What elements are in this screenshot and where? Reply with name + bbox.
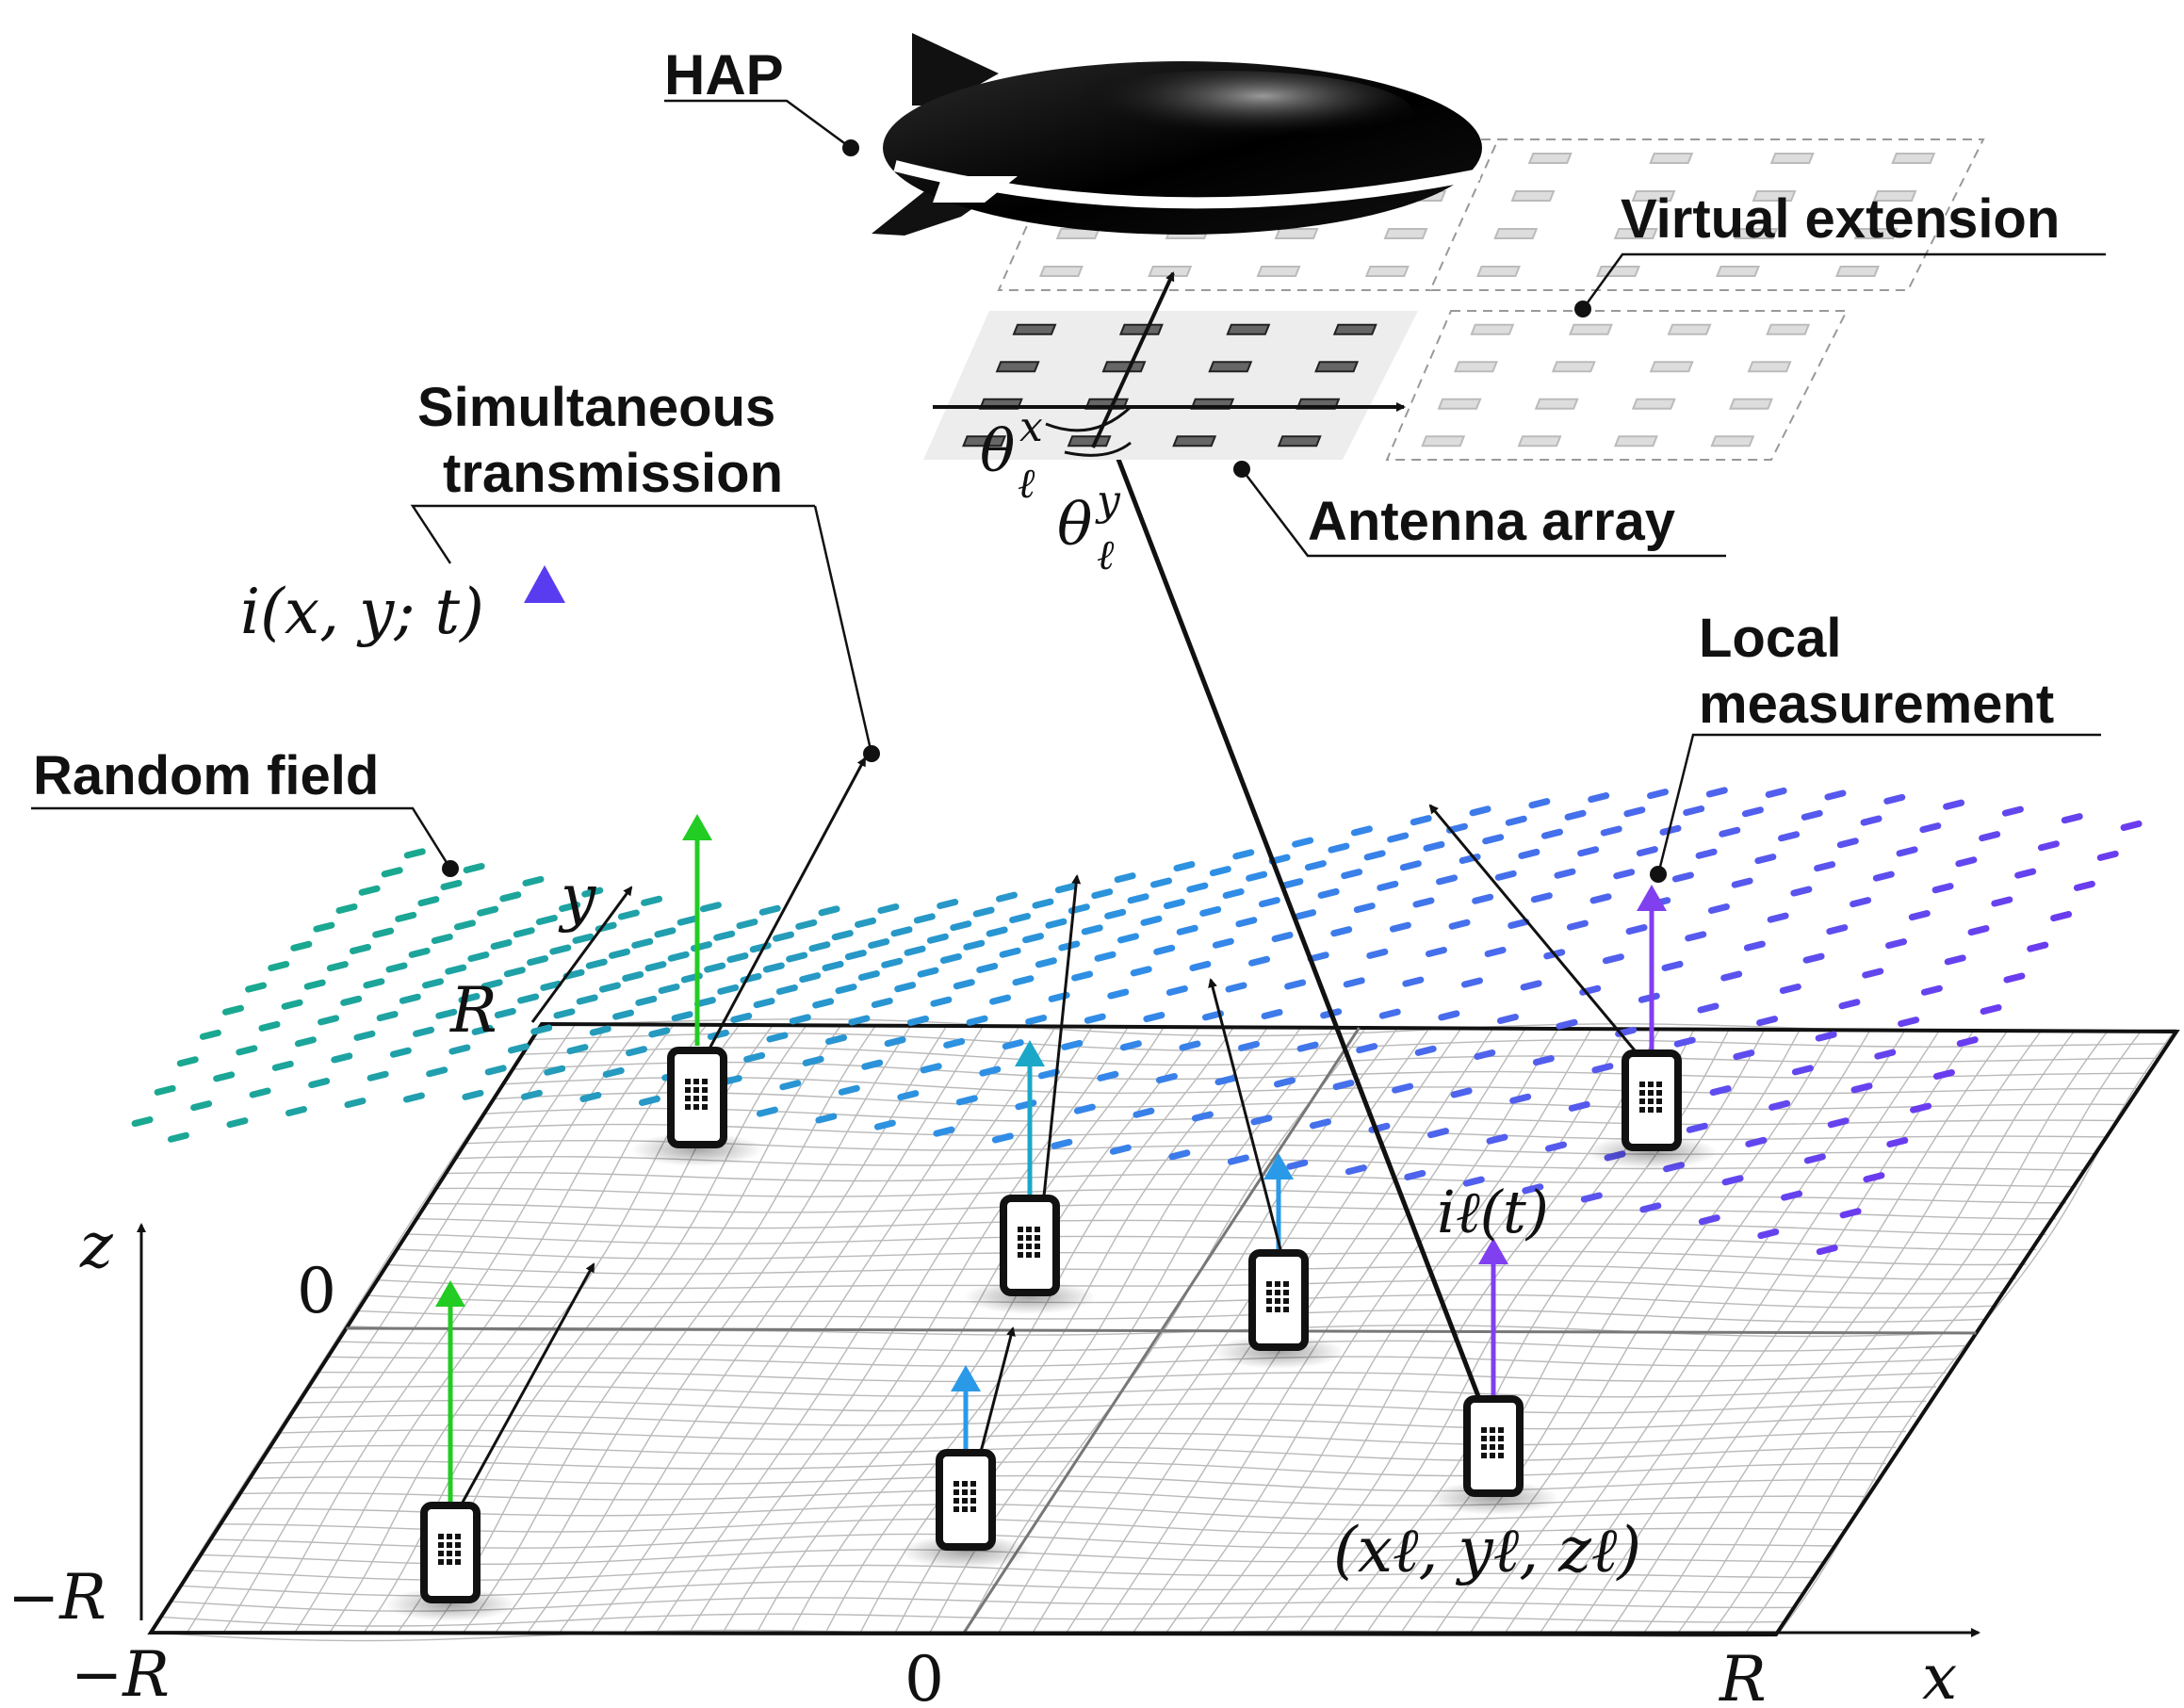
transmission-arrows	[435, 404, 1667, 1508]
virtual-extension-label: Virtual extension	[1621, 188, 2060, 250]
callout-leaders	[31, 99, 2106, 883]
svg-text:y: y	[1095, 477, 1121, 525]
x-axis-label: x	[1922, 1641, 1957, 1708]
y-axis	[530, 886, 633, 1023]
phone-icon	[631, 1047, 763, 1166]
y-min-label: −R	[8, 1561, 106, 1634]
y-max-label: R	[449, 974, 497, 1047]
z-axis-label: z	[79, 1210, 114, 1282]
svg-text:ℓ: ℓ	[1018, 460, 1035, 508]
x-max-label: R	[1719, 1643, 1767, 1708]
coordinate-axes	[137, 886, 1980, 1637]
local-intensity-label: iℓ(t)	[1437, 1178, 1549, 1246]
measurement-label: measurement	[1699, 674, 2054, 735]
svg-text:ℓ: ℓ	[1097, 531, 1115, 579]
svg-text:θ: θ	[1057, 490, 1092, 559]
hap-label: HAP	[664, 43, 784, 106]
antenna-array-label: Antenna array	[1308, 491, 1675, 552]
phone-icon	[1427, 1395, 1559, 1515]
position-label: (xℓ, yℓ, zℓ)	[1333, 1514, 1641, 1586]
local-label: Local	[1699, 608, 1842, 669]
simultaneous-label: Simultaneous	[417, 377, 775, 438]
svg-text:x: x	[1019, 403, 1043, 451]
y-axis-label: y	[558, 861, 596, 934]
x-mid-label: 0	[905, 1643, 944, 1708]
svg-text:θ: θ	[980, 416, 1015, 485]
steering-angles	[1045, 405, 1133, 457]
transmission-label: transmission	[443, 443, 783, 504]
text-labels: HAP Virtual extension Simultaneous trans…	[8, 43, 2060, 1708]
phone-icon	[384, 1502, 516, 1621]
intensity-arrow	[524, 565, 565, 1029]
user-devices	[384, 1047, 1718, 1621]
hap-airship-icon	[872, 33, 1482, 236]
phone-icon	[1213, 1249, 1345, 1369]
phone-icon	[964, 1195, 1096, 1314]
phone-icon	[900, 1449, 1032, 1569]
random-field-label: Random field	[33, 745, 379, 806]
phone-icon	[1586, 1049, 1718, 1169]
intensity-label: i(x, y; t)	[240, 576, 484, 648]
y-mid-label: 0	[297, 1255, 336, 1327]
theta-x-label: θ x ℓ	[980, 403, 1043, 508]
x-min-label: −R	[71, 1638, 170, 1708]
theta-y-label: θ y ℓ	[1057, 477, 1121, 579]
